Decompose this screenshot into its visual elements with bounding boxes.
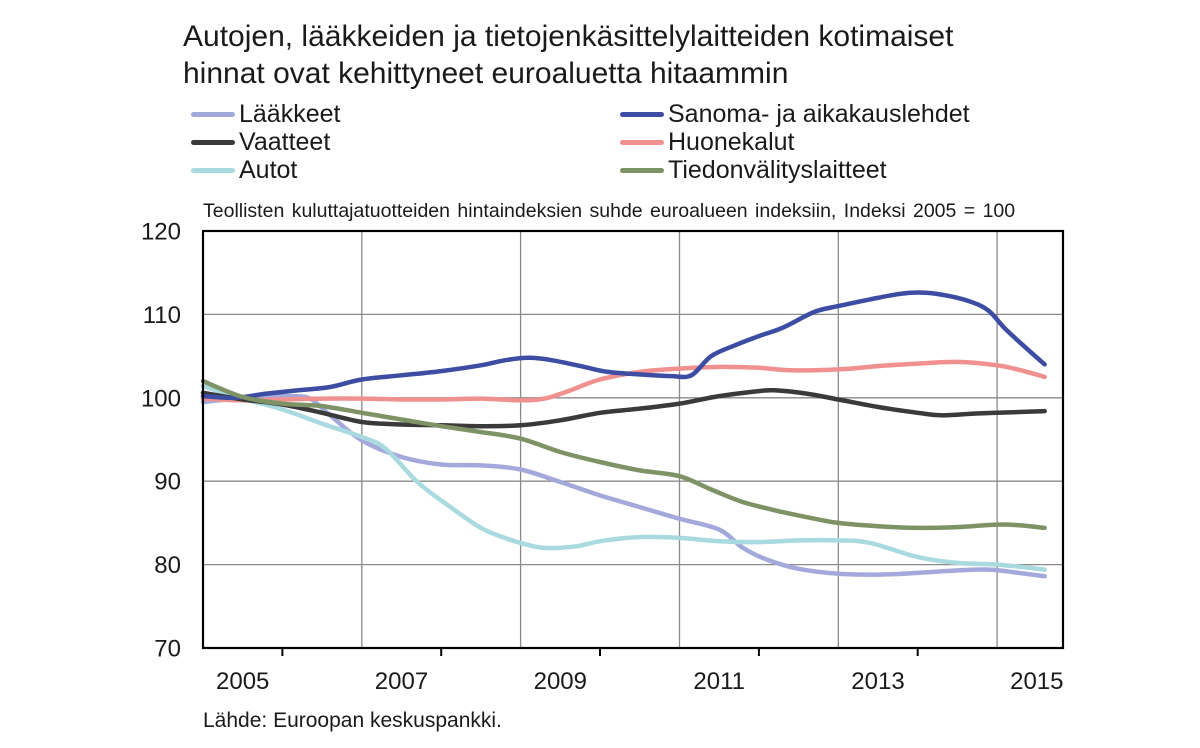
x-axis-label: 2005 (216, 668, 269, 695)
legend-column-left: Lääkkeet Vaatteet Autot (191, 100, 340, 184)
chart-legend: Lääkkeet Vaatteet Autot Sanoma- ja aikakau… (0, 100, 1200, 190)
x-axis-label: 2007 (375, 668, 428, 695)
x-axis-label: 2009 (534, 668, 587, 695)
x-axis-label: 2011 (693, 668, 745, 695)
legend-label: Huonekalut (668, 128, 795, 156)
legend-column-right: Sanoma- ja aikakauslehdet Huonekalut Tiedo… (620, 100, 970, 184)
chart-title: Autojen, lääkkeiden ja tietojenkäsittely… (183, 18, 1103, 92)
y-axis-label: 90 (154, 469, 181, 496)
legend-item: Autot (191, 156, 340, 184)
chart-subtitle: Teollisten kuluttajatuotteiden hintainde… (203, 200, 1016, 222)
y-axis-label: 100 (141, 385, 181, 412)
series-line-tiedonv-lityslaitteet (200, 378, 1047, 531)
x-axis-label: 2013 (851, 668, 904, 695)
y-axis-label: 120 (141, 219, 181, 246)
series-line-sanoma-ja-aikakauslehdet (200, 290, 1047, 401)
plot-frame (201, 229, 1065, 650)
legend-swatch (620, 167, 664, 173)
legend-item: Lääkkeet (191, 100, 340, 128)
legend-item: Vaatteet (191, 128, 340, 156)
chart-title-line2: hinnat ovat kehittyneet euroaluetta hita… (183, 57, 789, 90)
legend-label: Lääkkeet (239, 100, 341, 128)
legend-label: Vaatteet (239, 128, 331, 156)
legend-label: Autot (239, 156, 298, 184)
series-line-l-kkeet (200, 393, 1047, 579)
legend-swatch (191, 139, 235, 145)
legend-item: Tiedonvälityslaitteet (620, 156, 970, 184)
series-line-huonekalut (200, 359, 1047, 403)
legend-item: Huonekalut (620, 128, 970, 156)
chart-title-line1: Autojen, lääkkeiden ja tietojenkäsittely… (183, 20, 954, 53)
legend-label: Sanoma- ja aikakauslehdet (668, 100, 970, 128)
x-axis-label: 2015 (1010, 668, 1063, 695)
y-axis-label: 110 (143, 302, 181, 329)
legend-swatch (191, 111, 235, 117)
y-axis-label: 70 (154, 636, 181, 663)
series-line-vaatteet (200, 387, 1047, 429)
legend-swatch (620, 139, 664, 145)
series-line-autot (200, 383, 1047, 572)
legend-swatch (620, 111, 664, 117)
legend-swatch (191, 167, 235, 173)
legend-label: Tiedonvälityslaitteet (668, 156, 887, 184)
source-note: Lähde: Euroopan keskuspankki. (203, 709, 502, 732)
y-axis-label: 80 (154, 552, 181, 579)
legend-item: Sanoma- ja aikakauslehdet (620, 100, 970, 128)
